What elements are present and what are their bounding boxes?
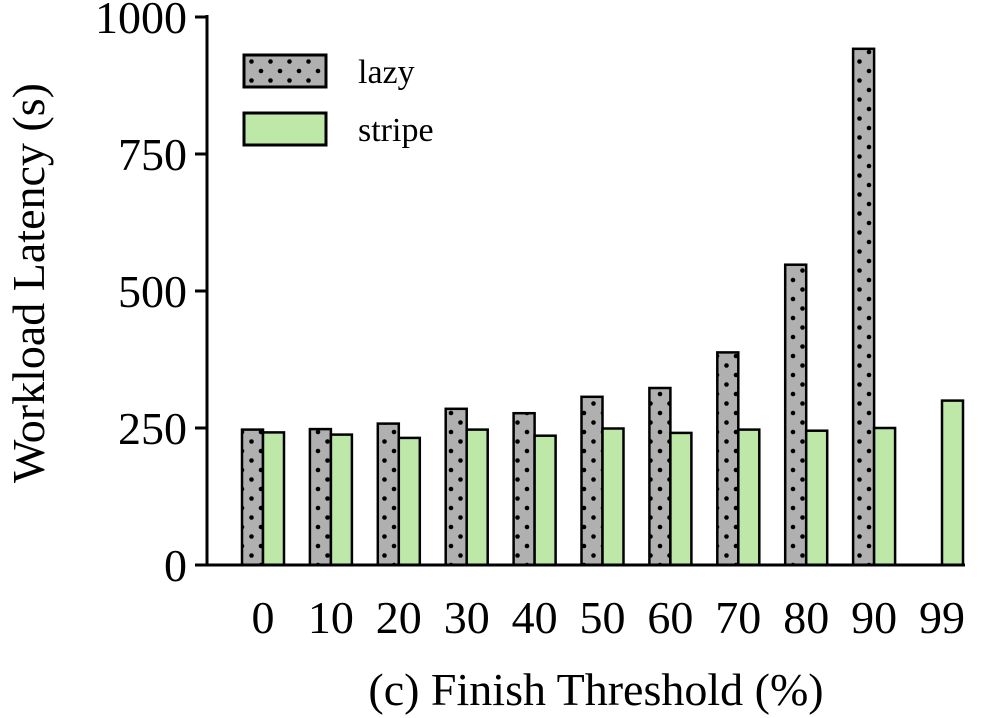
bar-stripe-70 xyxy=(737,428,761,567)
x-tick-label-40: 40 xyxy=(512,592,558,643)
bar-lazy-0 xyxy=(240,428,265,567)
x-tick-label-60: 60 xyxy=(647,592,693,643)
legend-label-stripe: stripe xyxy=(358,112,434,149)
y-tick-label-250: 250 xyxy=(118,403,187,454)
bar-lazy-60 xyxy=(648,386,672,567)
y-tick-label-1000: 1000 xyxy=(95,0,187,43)
bar-stripe-0 xyxy=(261,431,286,567)
bar-stripe-80 xyxy=(804,429,829,567)
y-tick-label-750: 750 xyxy=(118,129,187,180)
bar-stripe-40 xyxy=(533,434,557,567)
x-tick-label-70: 70 xyxy=(715,592,761,643)
bar-stripe-60 xyxy=(669,431,693,567)
bar-lazy-20 xyxy=(376,422,401,567)
bar-lazy-80 xyxy=(783,263,808,567)
x-tick-label-90: 90 xyxy=(851,592,897,643)
y-tick-label-500: 500 xyxy=(118,266,187,317)
bar-stripe-50 xyxy=(601,427,625,567)
x-tick-label-0: 0 xyxy=(252,592,275,643)
bar-stripe-10 xyxy=(329,433,354,567)
x-tick-label-20: 20 xyxy=(376,592,422,643)
bar-stripe-20 xyxy=(397,436,422,567)
x-tick-label-80: 80 xyxy=(783,592,829,643)
bar-stripe-30 xyxy=(465,428,489,567)
bar-stripe-90 xyxy=(872,426,897,567)
x-tick-label-10: 10 xyxy=(308,592,354,643)
bar-lazy-30 xyxy=(444,407,468,567)
bar-lazy-10 xyxy=(308,427,333,567)
x-tick-label-50: 50 xyxy=(580,592,626,643)
bar-lazy-40 xyxy=(512,411,536,567)
legend-swatch-lazy xyxy=(242,53,328,89)
legend: lazy stripe xyxy=(242,53,434,149)
y-tick-label-0: 0 xyxy=(164,540,187,591)
x-tick-label-30: 30 xyxy=(444,592,490,643)
bar-stripe-99 xyxy=(940,399,965,567)
legend-label-lazy: lazy xyxy=(358,54,415,91)
y-axis-title: Workload Latency (s) xyxy=(3,83,54,483)
x-tick-label-99: 99 xyxy=(919,592,965,643)
bar-lazy-70 xyxy=(716,351,740,567)
x-axis-title: (c) Finish Threshold (%) xyxy=(368,664,823,715)
plot-area: 0 10 20 30 40 50 60 70 80 90 99 0 250 500 750 1000 xyxy=(95,0,965,643)
bar-lazy-90 xyxy=(851,47,876,567)
bar-lazy-50 xyxy=(580,395,604,567)
legend-swatch-stripe xyxy=(242,111,328,147)
